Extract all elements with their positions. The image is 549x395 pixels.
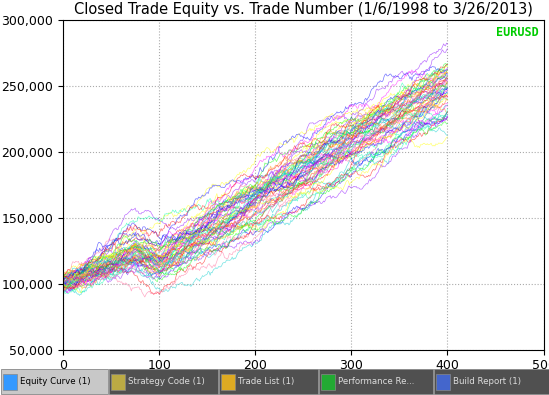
Title: Closed Trade Equity vs. Trade Number (1/6/1998 to 3/26/2013): Closed Trade Equity vs. Trade Number (1/… bbox=[74, 2, 533, 17]
Bar bbox=[321, 374, 335, 390]
Text: Performance Re...: Performance Re... bbox=[338, 377, 414, 386]
Bar bbox=[3, 374, 17, 390]
Text: Build Report (1): Build Report (1) bbox=[453, 377, 521, 386]
Bar bbox=[219, 369, 317, 394]
Bar bbox=[436, 374, 450, 390]
Bar bbox=[318, 369, 433, 394]
Text: Equity Curve (1): Equity Curve (1) bbox=[20, 377, 91, 386]
Bar bbox=[434, 369, 548, 394]
Text: Trade List (1): Trade List (1) bbox=[238, 377, 294, 386]
Bar bbox=[109, 369, 217, 394]
Bar bbox=[221, 374, 235, 390]
Bar bbox=[111, 374, 125, 390]
Text: Strategy Code (1): Strategy Code (1) bbox=[128, 377, 205, 386]
Bar bbox=[1, 369, 108, 394]
Text: EURUSD: EURUSD bbox=[496, 26, 539, 40]
